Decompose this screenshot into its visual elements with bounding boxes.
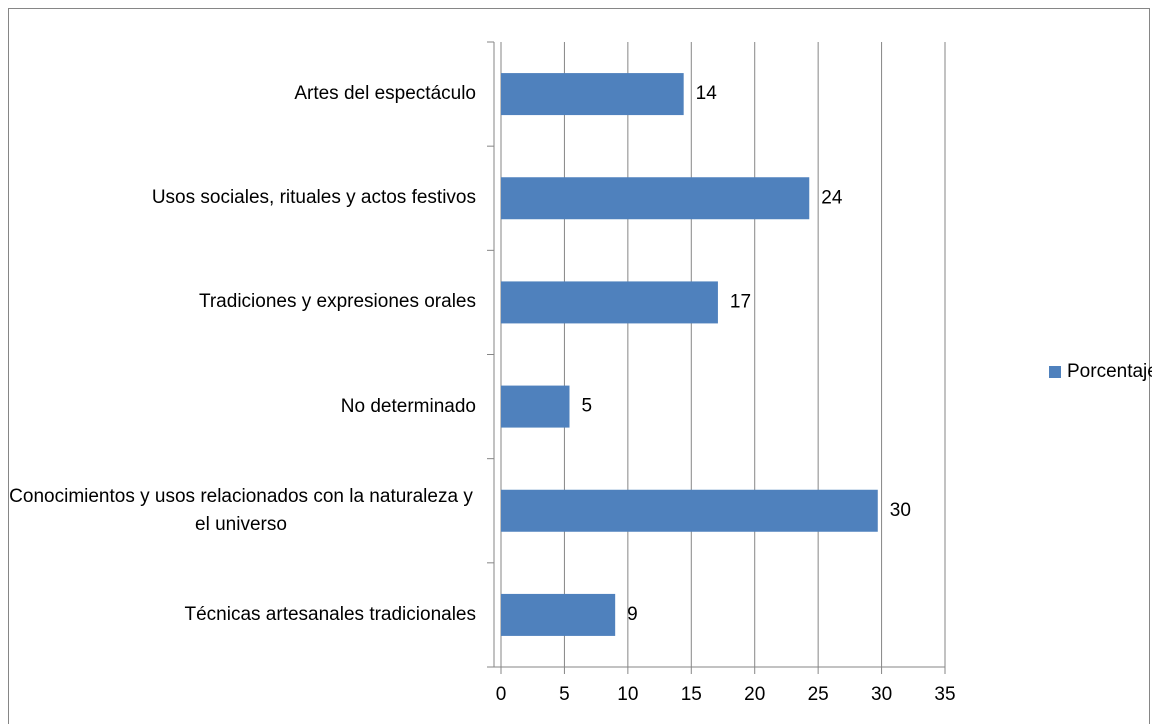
x-tick-label: 35 [934, 684, 955, 705]
y-tick-label: Conocimientos y usos relacionados con la… [9, 485, 473, 535]
y-tick-label: Usos sociales, rituales y actos festivos [151, 187, 476, 209]
x-tick-label: 15 [681, 684, 702, 705]
bar [501, 593, 616, 636]
data-label: 5 [582, 396, 593, 417]
bar [501, 73, 684, 116]
bar [501, 385, 570, 428]
bar [501, 281, 718, 324]
y-tick-label: Técnicas artesanales tradicionales [184, 603, 477, 625]
legend-label: Porcentaje [1067, 361, 1152, 382]
data-label: 24 [821, 187, 843, 208]
data-label: 9 [627, 604, 638, 625]
x-tick-label: 0 [496, 684, 507, 705]
data-label: 30 [890, 500, 911, 521]
x-tick-label: 5 [559, 684, 570, 705]
y-tick-label: Artes del espectáculo [294, 83, 476, 105]
x-tick-label: 20 [744, 684, 765, 705]
y-tick-label: No determinado [340, 395, 476, 417]
bar [501, 177, 810, 220]
data-label: 17 [730, 291, 751, 312]
x-tick-label: 25 [808, 684, 829, 705]
x-tick-label: 10 [617, 684, 638, 705]
bar [501, 489, 878, 532]
data-label: 14 [696, 83, 718, 104]
x-tick-label: 30 [871, 684, 892, 705]
y-tick-label: Tradiciones y expresiones orales [198, 291, 476, 313]
legend-swatch [1049, 366, 1061, 378]
